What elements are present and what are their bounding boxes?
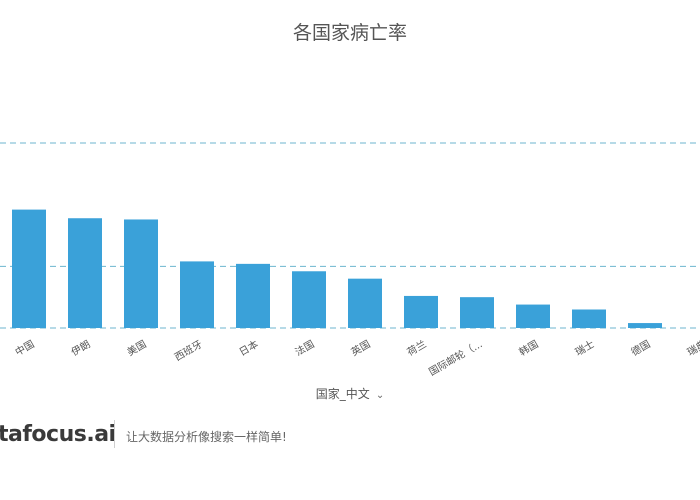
bar-5[interactable] <box>292 271 326 328</box>
bar-7[interactable] <box>404 295 438 328</box>
x-axis-selector[interactable]: 国家_中文 ⌄ <box>0 385 700 402</box>
x-tick-label-8: 国际邮轮（... <box>426 337 484 378</box>
bar-8[interactable] <box>460 297 494 328</box>
x-tick-label-4: 日本 <box>237 337 261 358</box>
x-tick-label-2: 美国 <box>125 337 149 358</box>
x-tick-label-11: 德国 <box>629 337 653 358</box>
brand-logo: tafocus.ai <box>0 422 116 447</box>
footer-divider <box>114 420 115 448</box>
footer-slogan: 让大数据分析像搜索一样简单! <box>126 430 287 444</box>
bar-1[interactable] <box>68 218 102 328</box>
bar-0[interactable] <box>12 209 46 328</box>
bar-10[interactable] <box>572 309 606 329</box>
x-tick-label-12: 瑞典 <box>685 337 700 358</box>
x-tick-label-7: 荷兰 <box>405 337 429 358</box>
bar-9[interactable] <box>516 304 550 328</box>
x-tick-label-5: 法国 <box>293 337 317 358</box>
bar-3[interactable] <box>180 261 214 328</box>
x-tick-label-9: 韩国 <box>517 337 541 358</box>
x-axis-label: 国家_中文 <box>315 387 370 401</box>
chevron-down-icon: ⌄ <box>375 390 385 401</box>
x-tick-label-6: 英国 <box>349 337 373 358</box>
bar-2[interactable] <box>124 219 158 328</box>
x-tick-label-1: 伊朗 <box>69 338 92 358</box>
footer: tafocus.ai 让大数据分析像搜索一样简单! <box>0 418 700 454</box>
x-tick-label-10: 瑞士 <box>573 337 597 358</box>
chart-title: 各国家病亡率 <box>292 22 407 44</box>
bar-11[interactable] <box>628 323 662 328</box>
bar-4[interactable] <box>236 263 270 328</box>
bar-6[interactable] <box>348 278 382 328</box>
x-tick-label-0: 中国 <box>13 337 37 358</box>
x-tick-label-3: 西班牙 <box>173 338 205 363</box>
